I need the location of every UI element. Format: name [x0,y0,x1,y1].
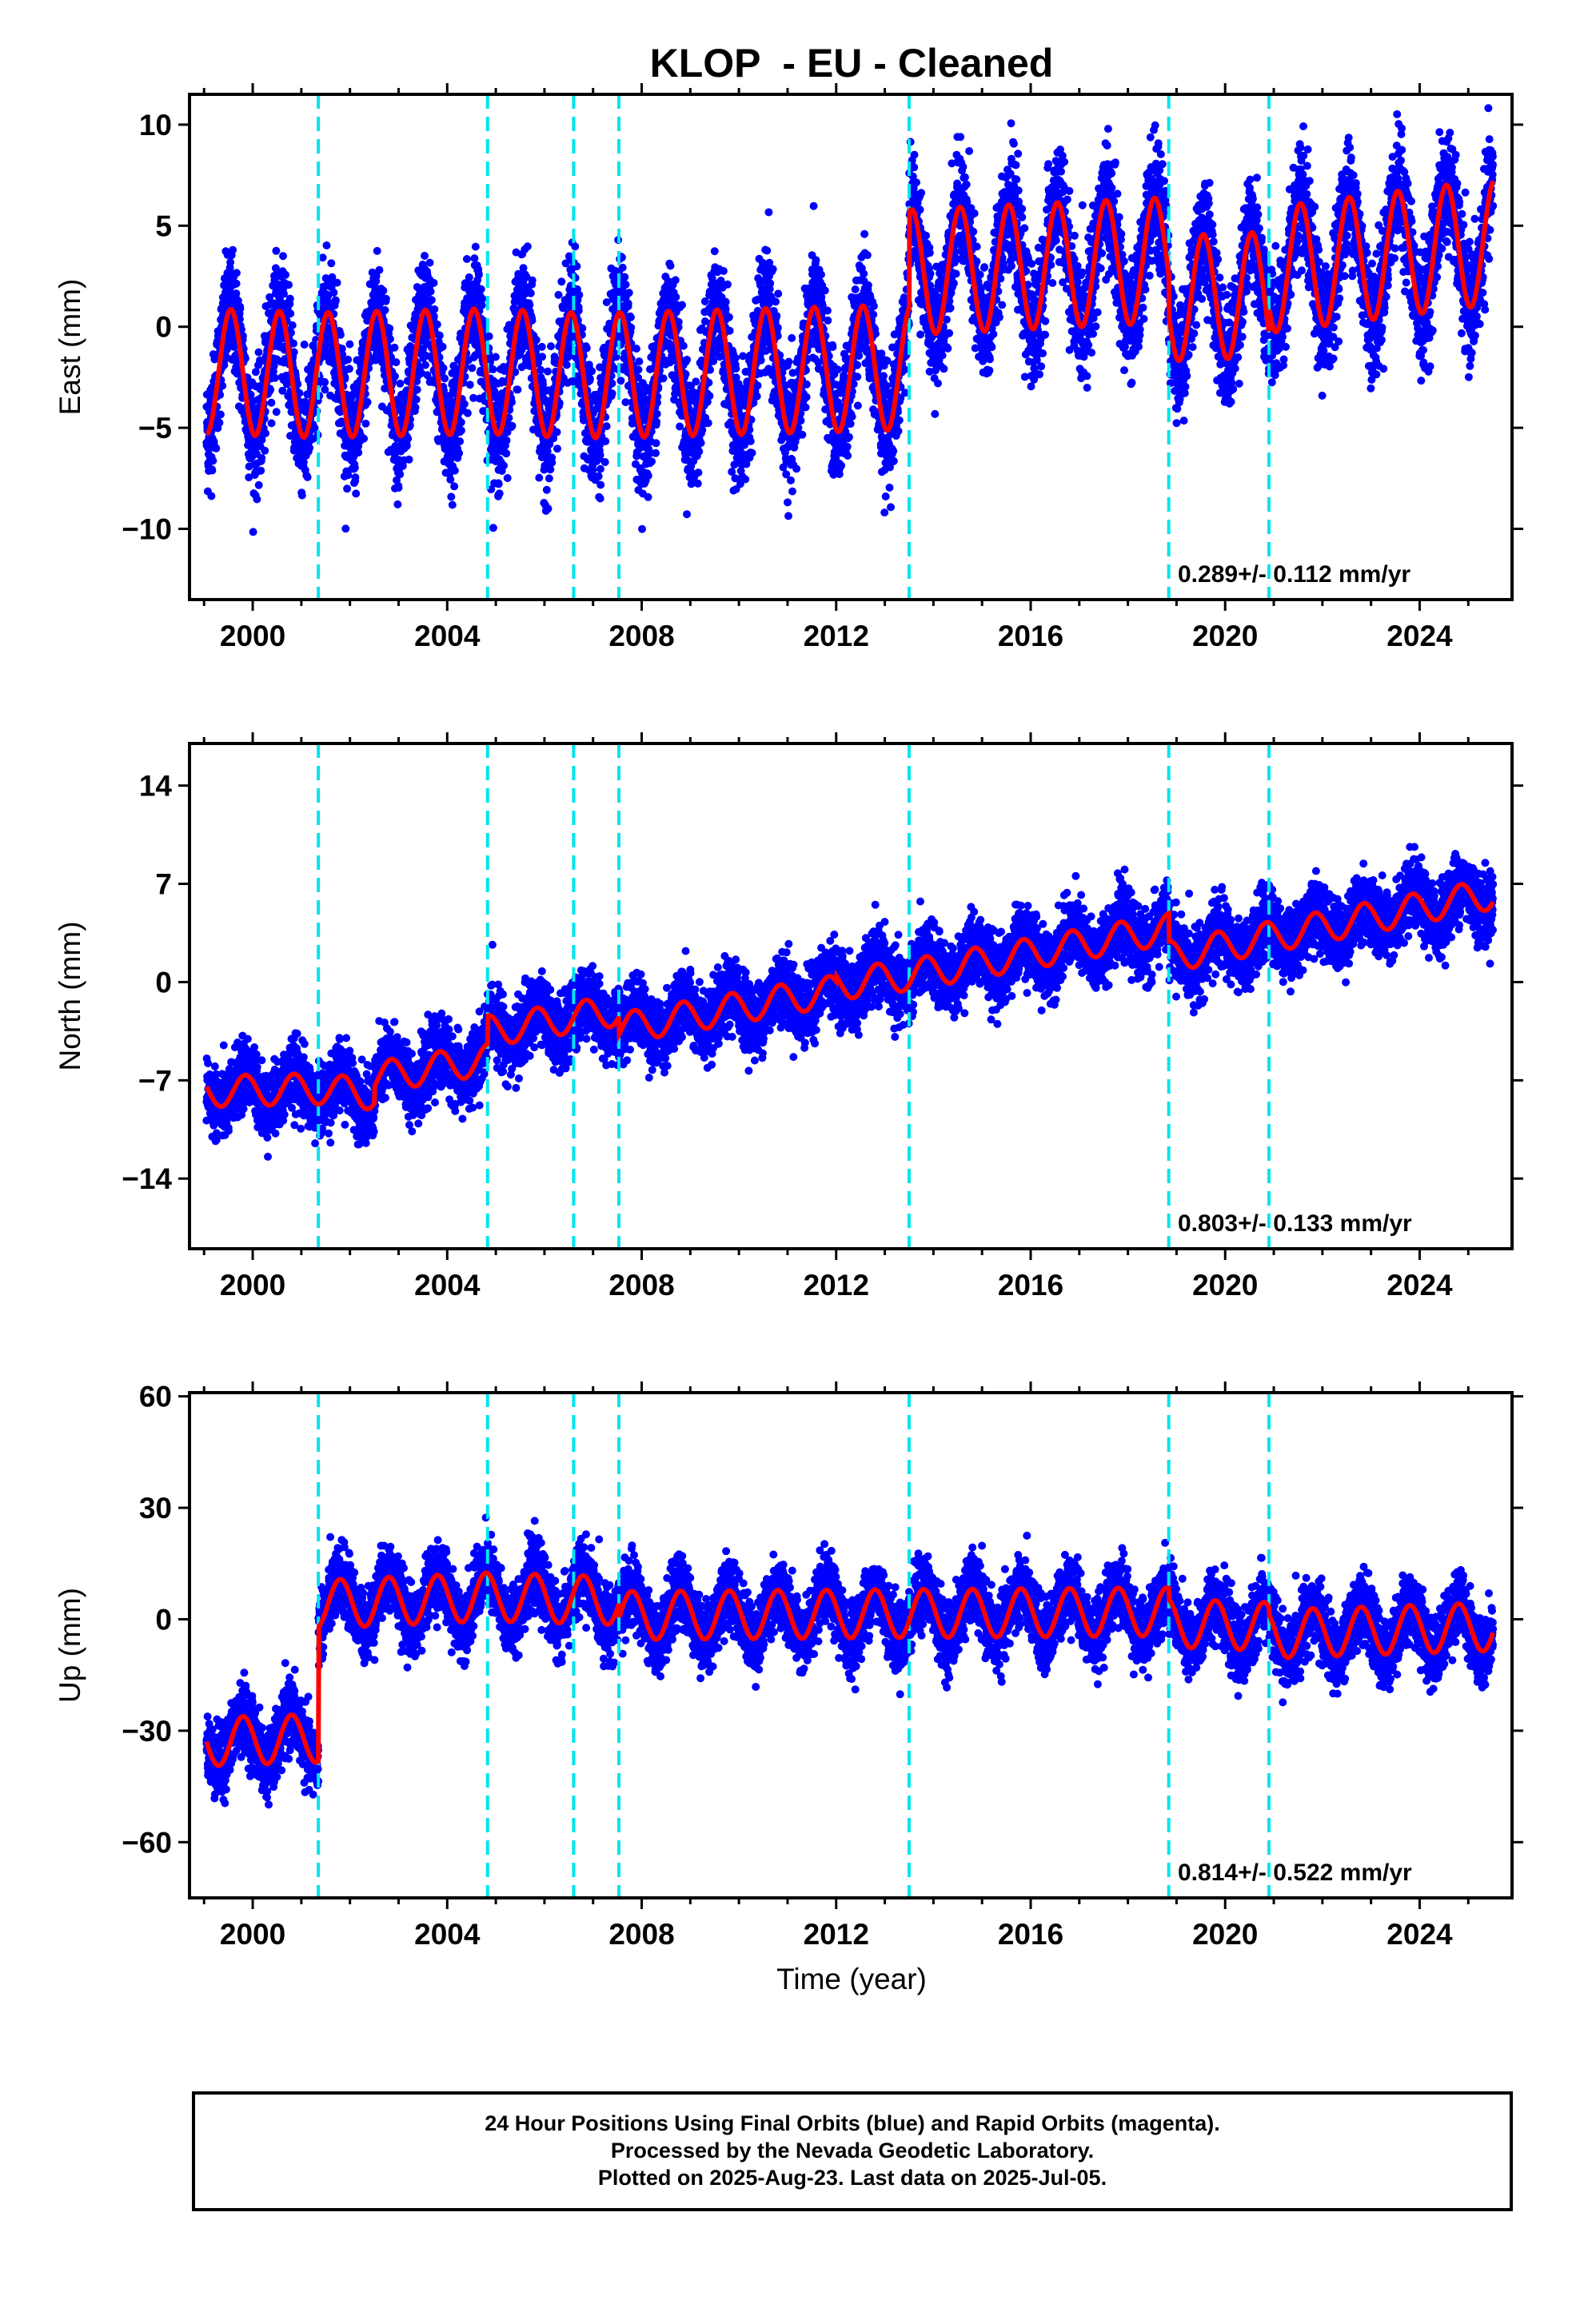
series-points [202,843,1498,1161]
y-tick-label: 14 [139,770,173,803]
plot-frame [188,93,1514,601]
plot-frame [188,742,1514,1250]
series-points [202,1513,1498,1809]
plot-area-3 [202,1393,1498,1898]
x-tick-label: 2008 [608,620,674,652]
y-tick-label: 0 [155,1603,172,1636]
x-tick-label: 2016 [998,620,1063,652]
panels-group: −10 −5 0 5 10 2000 2004 2008 2012 2016 2020 2024 Eas… [54,83,1523,1951]
plot-area-2 [202,743,1498,1249]
x-tick-label: 2024 [1386,620,1453,652]
panel-3: −60 −30 0 30 60 2000 2004 2008 2012 2016 2020 2024 U… [54,1381,1523,1951]
y-tick-label: 30 [139,1492,172,1525]
x-tick-label: 2024 [1386,1918,1453,1951]
y-tick-label: 0 [155,966,172,999]
x-tick-label: 2004 [414,1269,481,1302]
plot-frame [188,1391,1514,1899]
rate-annotation: 0.289+/- 0.112 mm/yr [1178,561,1410,588]
y-axis-label: North (mm) [54,921,86,1070]
y-tick-label: 10 [139,109,172,142]
x-tick-label: 2016 [998,1918,1063,1951]
y-tick-label: 7 [155,868,172,901]
y-tick-label: −60 [122,1826,172,1859]
x-tick-label: 2000 [220,1918,285,1951]
y-tick-label: 5 [155,209,172,242]
y-tick-label: 0 [155,311,172,344]
series-points [202,104,1498,536]
y-tick-label: −14 [122,1162,172,1195]
x-tick-label: 2004 [414,620,481,652]
x-tick-label: 2004 [414,1918,481,1951]
footer-line-2: Processed by the Nevada Geodetic Laborat… [610,2139,1095,2163]
y-tick-label: −7 [138,1064,172,1097]
rate-annotation: 0.814+/- 0.522 mm/yr [1178,1860,1412,1886]
model-curve [204,1570,1496,1768]
x-tick-label: 2000 [220,1269,285,1302]
y-axis-label: Up (mm) [54,1588,86,1703]
footer-caption-box: 24 Hour Positions Using Final Orbits (bl… [192,2091,1513,2211]
panel-2: −14 −7 0 7 14 2000 2004 2008 2012 2016 2020 2024 Nor… [54,732,1523,1302]
rate-annotation: 0.803+/- 0.133 mm/yr [1178,1210,1412,1237]
x-tick-label: 2020 [1192,1269,1258,1302]
footer-line-3: Plotted on 2025-Aug-23. Last data on 202… [597,2165,1107,2190]
model-curve [205,180,1496,440]
x-tick-label: 2000 [220,620,285,652]
x-tick-label: 2012 [804,1269,869,1302]
y-axis-label: East (mm) [54,279,86,416]
x-tick-label: 2024 [1386,1269,1453,1302]
x-tick-label: 2012 [804,620,869,652]
x-tick-label: 2008 [608,1918,674,1951]
x-tick-label: 2016 [998,1269,1063,1302]
model-curve [204,882,1495,1112]
x-tick-label: 2020 [1192,1918,1258,1951]
y-tick-label: −10 [122,513,172,546]
panel-1: −10 −5 0 5 10 2000 2004 2008 2012 2016 2020 2024 Eas… [54,83,1523,652]
y-tick-label: 60 [139,1381,172,1413]
x-axis-label: Time (year) [776,1963,927,1995]
x-tick-label: 2012 [804,1918,869,1951]
y-tick-label: −30 [122,1715,172,1748]
x-tick-label: 2008 [608,1269,674,1302]
chart-title: KLOP - EU - Cleaned [650,41,1054,86]
x-tick-label: 2020 [1192,620,1258,652]
y-tick-label: −5 [138,412,172,444]
plot-area-1 [202,94,1498,600]
footer-line-1: 24 Hour Positions Using Final Orbits (bl… [485,2111,1220,2136]
